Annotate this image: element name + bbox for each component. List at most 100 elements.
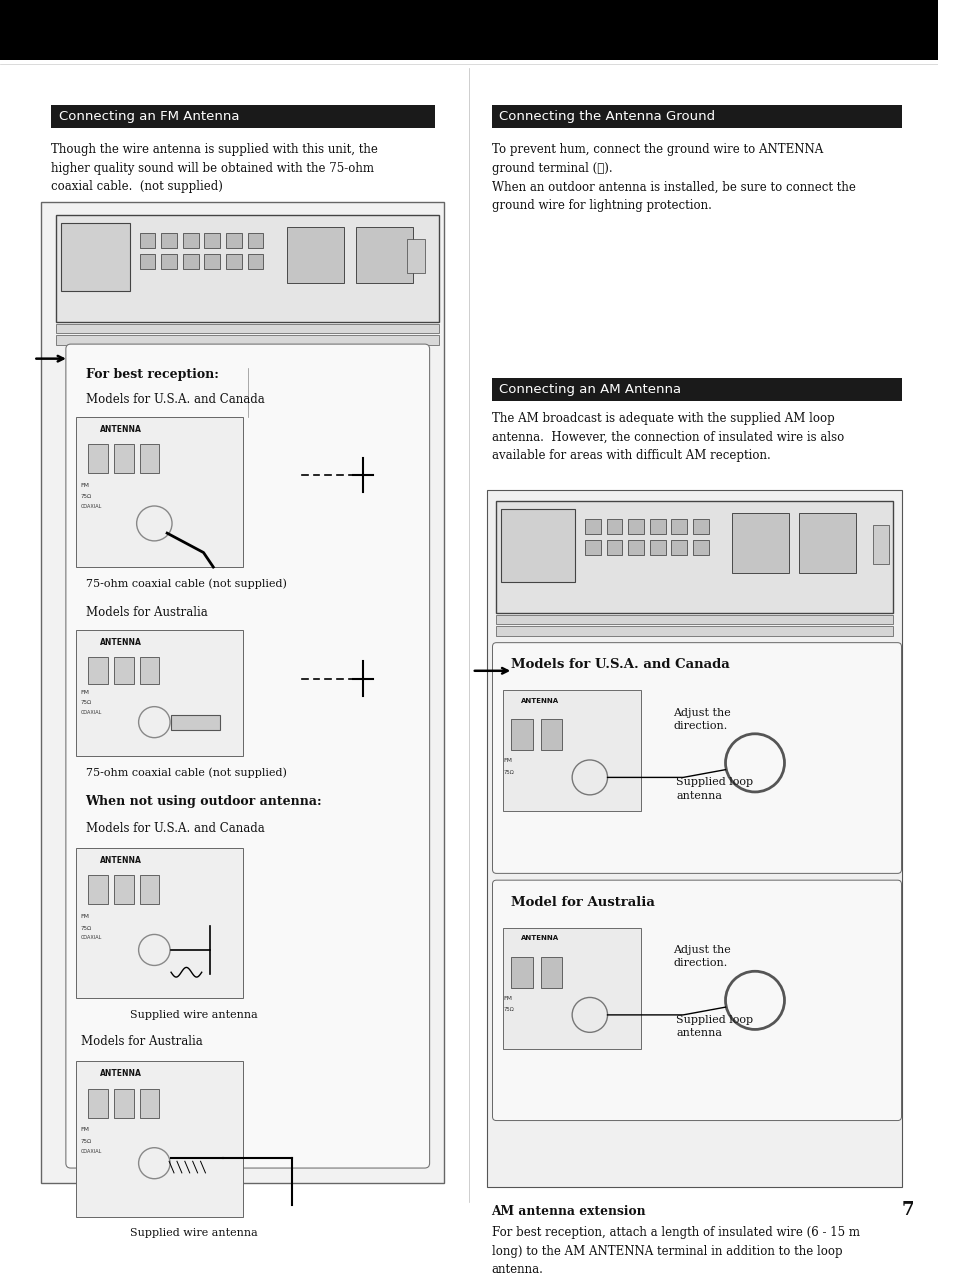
Text: Model for Australia: Model for Australia: [511, 895, 655, 908]
Text: ANTENNA: ANTENNA: [100, 425, 142, 434]
Bar: [204, 255, 220, 270]
Text: Supplied wire antenna: Supplied wire antenna: [130, 1010, 257, 1021]
Text: FM: FM: [80, 914, 90, 920]
Text: Though the wire antenna is supplied with this unit, the
higher quality sound wil: Though the wire antenna is supplied with…: [51, 143, 377, 193]
Bar: [732, 513, 788, 573]
Bar: [649, 540, 665, 555]
Bar: [114, 875, 133, 904]
Bar: [491, 379, 902, 402]
Bar: [692, 518, 708, 535]
Text: When not using outdoor antenna:: When not using outdoor antenna:: [86, 794, 322, 808]
Bar: [226, 255, 241, 270]
Bar: [248, 233, 263, 248]
Text: Adjust the
direction.: Adjust the direction.: [673, 945, 730, 968]
Bar: [75, 848, 243, 999]
Text: For best reception, attach a length of insulated wire (6 - 15 m
long) to the AM : For best reception, attach a length of i…: [491, 1227, 859, 1276]
Bar: [496, 501, 892, 613]
Bar: [627, 540, 643, 555]
Bar: [692, 540, 708, 555]
Bar: [606, 540, 621, 555]
Text: COAXIAL: COAXIAL: [80, 504, 102, 509]
Bar: [671, 518, 686, 535]
Text: 75-ohm coaxial cable (not supplied): 75-ohm coaxial cable (not supplied): [86, 578, 286, 590]
Bar: [161, 233, 176, 248]
Bar: [139, 875, 159, 904]
Text: COAXIAL: COAXIAL: [80, 1149, 102, 1154]
Bar: [511, 719, 533, 751]
Text: Models for U.S.A. and Canada: Models for U.S.A. and Canada: [511, 659, 729, 671]
Text: COAXIAL: COAXIAL: [80, 935, 102, 940]
Text: ANTENNA: ANTENNA: [100, 856, 142, 865]
Text: Supplied loop
antenna: Supplied loop antenna: [676, 778, 753, 801]
Text: Connecting an AM Antenna: Connecting an AM Antenna: [498, 384, 680, 396]
Bar: [649, 518, 665, 535]
Bar: [407, 239, 424, 274]
Bar: [501, 509, 575, 582]
Text: FM: FM: [503, 758, 512, 764]
Bar: [139, 657, 159, 684]
Text: 75Ω: 75Ω: [80, 700, 91, 705]
Bar: [799, 513, 856, 573]
Text: FM: FM: [503, 995, 512, 1000]
Bar: [75, 417, 243, 567]
Text: Adjust the
direction.: Adjust the direction.: [673, 707, 730, 730]
Bar: [287, 226, 344, 283]
Bar: [56, 215, 439, 322]
Text: ANTENNA: ANTENNA: [100, 638, 142, 647]
Bar: [114, 444, 133, 473]
Bar: [139, 1088, 159, 1118]
Bar: [89, 657, 108, 684]
Text: Models for Australia: Models for Australia: [80, 1035, 202, 1049]
Bar: [496, 627, 892, 636]
Text: ANTENNA: ANTENNA: [100, 1069, 142, 1078]
Bar: [51, 105, 434, 128]
Bar: [204, 233, 220, 248]
Bar: [89, 875, 108, 904]
FancyBboxPatch shape: [66, 344, 429, 1168]
Text: Models for U.S.A. and Canada: Models for U.S.A. and Canada: [86, 822, 264, 835]
FancyBboxPatch shape: [492, 880, 901, 1120]
Bar: [584, 540, 600, 555]
Text: 7: 7: [901, 1201, 913, 1219]
Text: AM antenna extension: AM antenna extension: [491, 1205, 645, 1218]
Bar: [491, 105, 902, 128]
Text: 75Ω: 75Ω: [80, 495, 91, 499]
Bar: [56, 324, 439, 334]
Bar: [355, 226, 413, 283]
Bar: [540, 957, 561, 987]
Bar: [503, 691, 640, 811]
Bar: [171, 715, 220, 730]
Bar: [248, 255, 263, 270]
Text: Supplied wire antenna: Supplied wire antenna: [130, 1228, 257, 1238]
FancyBboxPatch shape: [492, 642, 901, 874]
Bar: [627, 518, 643, 535]
Text: Connecting an FM Antenna: Connecting an FM Antenna: [59, 110, 239, 123]
Bar: [114, 657, 133, 684]
Bar: [139, 444, 159, 473]
Text: Models for Australia: Models for Australia: [86, 606, 207, 619]
Text: FM: FM: [80, 1127, 90, 1132]
Text: Supplied loop
antenna: Supplied loop antenna: [676, 1016, 753, 1039]
Text: Connecting the Antenna Ground: Connecting the Antenna Ground: [498, 110, 715, 123]
Bar: [584, 518, 600, 535]
Bar: [0, 0, 937, 60]
Bar: [606, 518, 621, 535]
Text: 75Ω: 75Ω: [80, 1140, 91, 1143]
Text: ANTENNA: ANTENNA: [520, 698, 558, 703]
Bar: [511, 957, 533, 987]
Bar: [139, 233, 155, 248]
Text: COAXIAL: COAXIAL: [80, 710, 102, 715]
Bar: [56, 335, 439, 345]
Bar: [61, 223, 130, 290]
Text: FM: FM: [80, 691, 90, 696]
Text: ANTENNA: ANTENNA: [520, 935, 558, 941]
Bar: [496, 614, 892, 624]
Bar: [75, 1062, 243, 1216]
Bar: [183, 233, 198, 248]
Text: 75-ohm coaxial cable (not supplied): 75-ohm coaxial cable (not supplied): [86, 767, 286, 779]
Bar: [503, 927, 640, 1049]
Text: 75Ω: 75Ω: [503, 1007, 514, 1012]
Text: To prevent hum, connect the ground wire to ANTENNA
ground terminal (ℒ).
When an : To prevent hum, connect the ground wire …: [491, 143, 855, 212]
Bar: [486, 490, 902, 1187]
Bar: [161, 255, 176, 270]
